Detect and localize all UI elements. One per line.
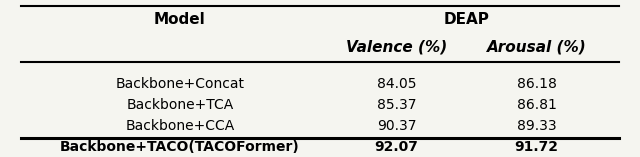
Text: 84.05: 84.05 (377, 76, 416, 90)
Text: Backbone+TCA: Backbone+TCA (126, 98, 234, 112)
Text: 86.81: 86.81 (516, 98, 557, 112)
Text: Backbone+Concat: Backbone+Concat (115, 76, 244, 90)
Text: Backbone+CCA: Backbone+CCA (125, 119, 234, 133)
Text: Backbone+TACO(TACOFormer): Backbone+TACO(TACOFormer) (60, 140, 300, 154)
Text: 92.07: 92.07 (374, 140, 419, 154)
Text: 91.72: 91.72 (515, 140, 559, 154)
Text: 86.18: 86.18 (516, 76, 557, 90)
Text: 90.37: 90.37 (377, 119, 416, 133)
Text: 85.37: 85.37 (377, 98, 416, 112)
Text: 89.33: 89.33 (517, 119, 556, 133)
Text: DEAP: DEAP (444, 12, 490, 27)
Text: Arousal (%): Arousal (%) (487, 40, 586, 54)
Text: Valence (%): Valence (%) (346, 40, 447, 54)
Text: Model: Model (154, 12, 205, 27)
